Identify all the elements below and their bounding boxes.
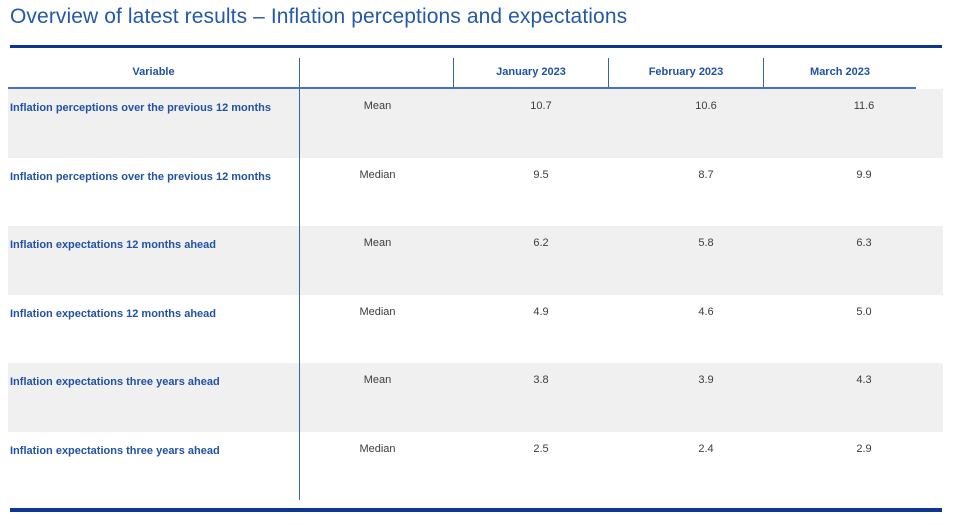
table-row: Inflation expectations three years ahead… — [8, 431, 943, 501]
row-variable-label: Inflation expectations 12 months ahead — [10, 307, 216, 320]
column-header-february-2023: February 2023 — [608, 58, 763, 89]
table-row: Inflation expectations 12 months ahead M… — [8, 294, 943, 364]
row-value-march: 2.9 — [856, 442, 872, 455]
table-row: Inflation perceptions over the previous … — [8, 157, 943, 227]
row-variable: Inflation expectations three years ahead — [8, 363, 299, 432]
row-value-february: 5.8 — [698, 237, 714, 249]
row-statistic: Median — [299, 431, 455, 500]
bottom-divider-rule — [10, 508, 942, 512]
row-statistic: Median — [299, 294, 455, 363]
column-header-filler — [916, 58, 943, 89]
row-value-february: 10.6 — [695, 100, 717, 112]
table-row: Inflation expectations 12 months ahead M… — [8, 226, 943, 295]
row-value-march: 9.9 — [856, 168, 872, 181]
row-value-january: 10.7 — [530, 100, 552, 112]
page-title: Overview of latest results – Inflation p… — [10, 5, 628, 28]
row-variable-label: Inflation expectations three years ahead — [10, 376, 220, 388]
row-variable-label: Inflation expectations 12 months ahead — [10, 239, 216, 251]
row-variable-label: Inflation expectations three years ahead — [10, 444, 220, 457]
row-value-january: 4.9 — [533, 305, 549, 318]
row-variable-label: Inflation perceptions over the previous … — [10, 170, 271, 183]
row-value-january: 9.5 — [533, 168, 549, 181]
table-row: Inflation perceptions over the previous … — [8, 89, 943, 158]
results-table: Variable January 2023 February 2023 Marc… — [8, 58, 943, 500]
row-variable: Inflation perceptions over the previous … — [8, 158, 299, 227]
row-value-january: 6.2 — [533, 237, 549, 249]
row-variable-label: Inflation perceptions over the previous … — [10, 102, 271, 114]
row-value-february: 4.6 — [698, 305, 714, 318]
column-header-variable: Variable — [132, 66, 175, 78]
column-header-statistic — [299, 58, 453, 89]
row-value-february: 3.9 — [698, 374, 714, 386]
row-value-january: 3.8 — [533, 374, 549, 386]
table-header-row: Variable January 2023 February 2023 Marc… — [8, 58, 943, 89]
column-header-january-2023: January 2023 — [453, 58, 608, 89]
row-value-january: 2.5 — [533, 442, 549, 455]
row-value-march: 11.6 — [853, 100, 875, 112]
row-statistic: Mean — [299, 226, 455, 295]
row-variable: Inflation perceptions over the previous … — [8, 89, 299, 158]
row-value-march: 5.0 — [856, 305, 872, 318]
row-statistic: Mean — [299, 89, 455, 158]
title-divider-rule — [10, 45, 942, 48]
row-variable: Inflation expectations three years ahead — [8, 432, 299, 501]
column-header-march-2023: March 2023 — [763, 58, 916, 89]
row-statistic: Mean — [299, 363, 455, 432]
row-variable: Inflation expectations 12 months ahead — [8, 226, 299, 295]
row-value-march: 4.3 — [856, 374, 872, 386]
row-value-march: 6.3 — [856, 237, 872, 249]
row-value-february: 2.4 — [698, 442, 714, 455]
header-underline — [8, 87, 916, 89]
table-row: Inflation expectations three years ahead… — [8, 363, 943, 432]
row-value-february: 8.7 — [698, 168, 714, 181]
row-statistic: Median — [299, 157, 455, 226]
row-variable: Inflation expectations 12 months ahead — [8, 295, 299, 364]
